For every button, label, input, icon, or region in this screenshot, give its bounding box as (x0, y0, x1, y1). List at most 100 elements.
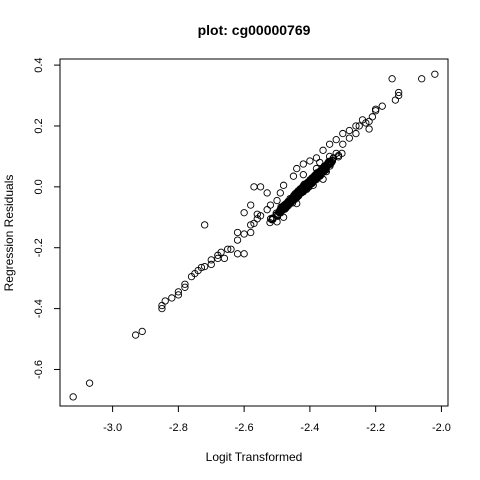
data-point (85, 379, 94, 387)
data-point (263, 206, 271, 214)
data-point (334, 151, 343, 160)
data-point (339, 129, 347, 138)
data-point (233, 236, 242, 244)
data-point (197, 263, 206, 272)
data-point (276, 208, 284, 216)
data-point (247, 221, 255, 229)
y-tick-label: 0.0 (33, 179, 45, 194)
x-tick-label: -2.0 (432, 422, 451, 434)
data-point (300, 180, 308, 188)
data-point (161, 297, 169, 305)
data-point (283, 202, 291, 211)
data-point (319, 146, 327, 154)
data-point (388, 75, 396, 83)
data-point (365, 125, 373, 133)
axes-layer: -3.0 -2.8 -2.6 -2.4 -2.2 -2.0 -0.6 -0.4 -0.2 0.0 0… (33, 57, 451, 434)
data-point (263, 189, 271, 197)
y-axis-label: Regression Residuals (2, 175, 16, 292)
data-point (289, 172, 298, 180)
y-tick-label: -0.6 (33, 360, 45, 379)
data-point (233, 228, 242, 237)
data-point (306, 157, 314, 165)
data-point (295, 189, 303, 197)
data-point (276, 189, 284, 197)
data-point (314, 171, 322, 179)
y-tick-label: -0.4 (33, 299, 45, 318)
data-point (201, 221, 209, 229)
data-point (217, 248, 225, 256)
data-point (299, 160, 307, 168)
data-point (316, 158, 324, 167)
data-point (324, 159, 333, 168)
data-point (332, 136, 340, 144)
data-point (391, 96, 400, 104)
data-point (240, 250, 248, 258)
data-point (431, 70, 439, 78)
data-point (322, 162, 330, 170)
data-point (266, 215, 275, 223)
data-point (247, 201, 255, 209)
data-point (293, 164, 301, 173)
y-tick-label: -0.2 (33, 238, 45, 257)
data-point (312, 173, 321, 181)
data-point (345, 126, 354, 135)
plot-frame (59, 58, 449, 407)
data-point (297, 187, 305, 195)
data-point (302, 182, 310, 190)
data-point (207, 256, 215, 264)
data-point (131, 331, 140, 339)
points-layer (69, 70, 439, 401)
data-point (325, 140, 334, 148)
data-point (362, 119, 370, 127)
data-point (168, 294, 176, 302)
data-point (310, 171, 319, 180)
data-point (418, 75, 426, 83)
x-tick-label: -2.8 (169, 422, 188, 434)
data-point (174, 291, 183, 299)
data-point (285, 198, 293, 206)
data-point (299, 171, 307, 179)
data-point (227, 245, 235, 253)
data-point (207, 260, 215, 269)
data-point (277, 209, 285, 217)
data-point (372, 107, 380, 115)
data-point (268, 216, 276, 224)
data-point (352, 122, 360, 130)
x-tick-label: -2.4 (300, 422, 319, 434)
data-point (378, 102, 386, 110)
data-point (279, 181, 288, 189)
x-tick-label: -2.6 (235, 422, 254, 434)
data-point (273, 196, 281, 205)
data-point (312, 154, 321, 162)
data-point (253, 215, 261, 223)
data-point (256, 183, 265, 191)
data-point (224, 245, 232, 253)
x-tick-label: -3.0 (103, 422, 122, 434)
chart-title: plot: cg00000769 (198, 22, 311, 38)
data-point (233, 250, 242, 258)
data-point (247, 228, 255, 237)
data-point (240, 209, 248, 217)
data-point (266, 201, 275, 209)
data-point (306, 176, 314, 185)
data-point (174, 288, 183, 296)
data-point (250, 183, 258, 191)
data-point (352, 129, 360, 138)
data-point (138, 327, 146, 336)
data-point (181, 283, 189, 291)
data-point (158, 304, 166, 313)
data-point (201, 262, 209, 271)
data-point (345, 134, 354, 142)
data-point (355, 122, 363, 130)
data-point (339, 140, 347, 148)
y-tick-label: 0.4 (33, 57, 45, 72)
data-point (372, 105, 380, 113)
data-point (395, 88, 403, 97)
data-point (240, 230, 248, 238)
x-axis-label: Logit Transformed (206, 450, 303, 464)
data-point (220, 254, 229, 263)
data-point (69, 393, 77, 401)
data-point (214, 254, 222, 263)
data-point (181, 280, 189, 288)
